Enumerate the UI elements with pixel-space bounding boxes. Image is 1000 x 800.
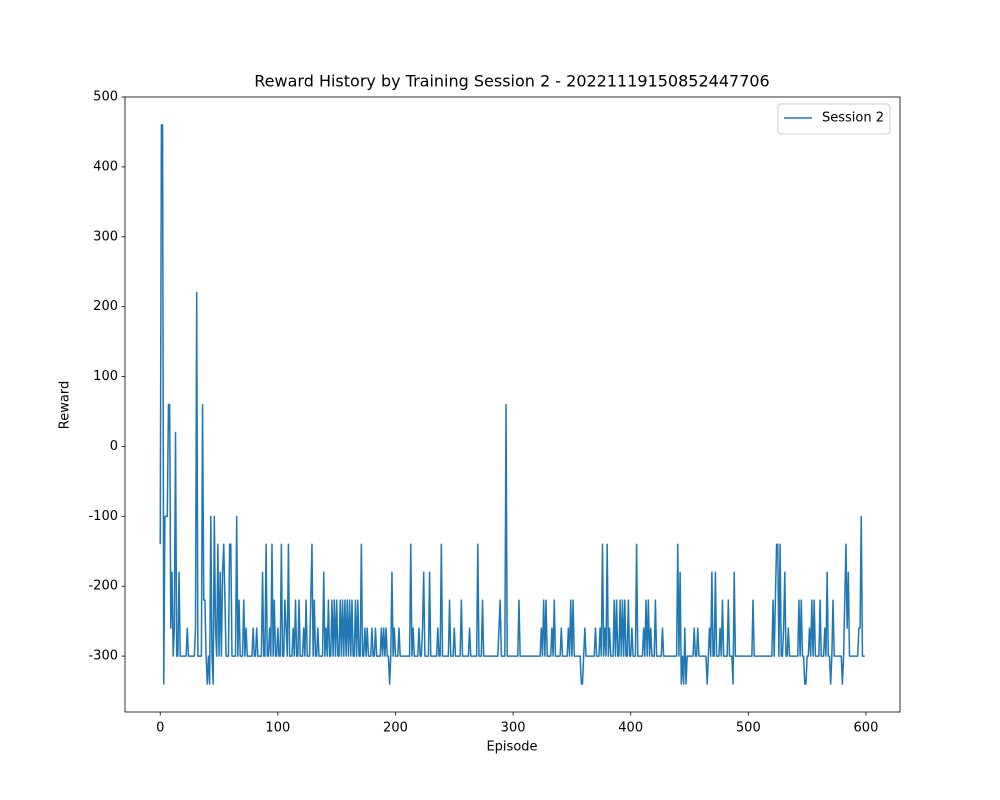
y-tick-label: 0 [110,439,118,454]
x-tick-label: 500 [736,721,761,736]
x-tick-label: 100 [265,721,290,736]
chart-title: Reward History by Training Session 2 - 2… [254,72,769,91]
legend-label: Session 2 [822,111,884,126]
y-tick-label: 200 [93,299,118,314]
y-tick-label: 400 [93,159,118,174]
x-tick-label: 300 [501,721,526,736]
x-tick-label: 0 [156,721,164,736]
legend-box [777,103,891,135]
y-tick-label: -300 [88,649,118,664]
x-tick-label: 400 [618,721,643,736]
y-tick-label: -100 [88,509,118,524]
y-tick-label: 500 [93,90,118,105]
y-axis-label: Reward [58,381,73,429]
x-tick-label: 200 [383,721,408,736]
y-tick-label: 300 [93,229,118,244]
line-series [159,124,865,685]
y-tick-label: 100 [93,369,118,384]
axes-frame [124,96,901,713]
x-tick-label: 600 [854,721,879,736]
x-axis-label: Episode [486,740,537,755]
y-tick-label: -200 [88,579,118,594]
